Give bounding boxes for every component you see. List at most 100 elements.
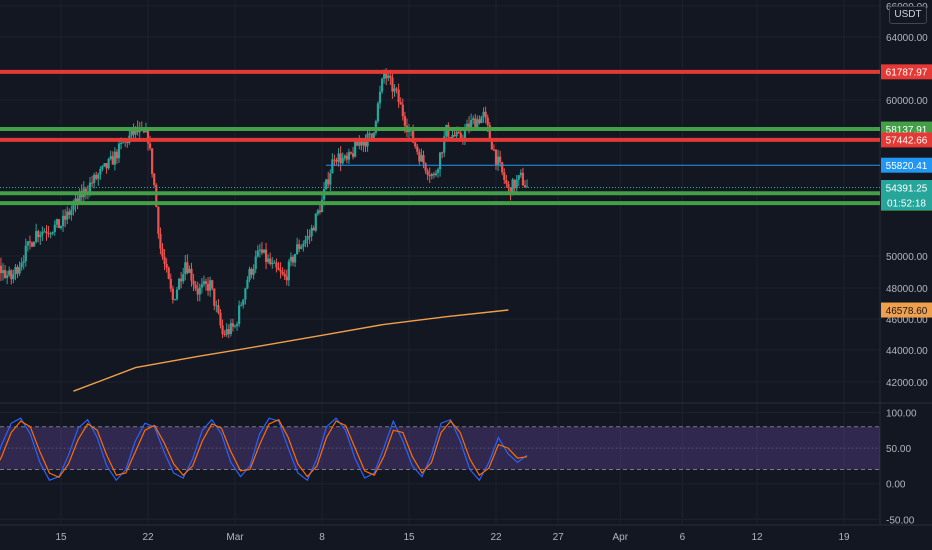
candle (407, 123, 411, 140)
candle-body (252, 269, 255, 275)
candle (246, 276, 249, 290)
candle-body (467, 123, 471, 129)
candle (111, 151, 114, 165)
candle (188, 265, 191, 274)
candle-body (507, 183, 510, 188)
candle-body (115, 151, 119, 159)
candle (349, 151, 353, 155)
time-tick-label: 22 (142, 532, 154, 543)
candle-body (157, 206, 160, 234)
candle (343, 154, 346, 161)
candle (78, 188, 81, 203)
candle (519, 169, 522, 178)
candle (523, 180, 527, 188)
candle (399, 97, 402, 105)
candle (318, 204, 322, 215)
time-tick-label: Mar (226, 532, 244, 543)
candle (302, 240, 305, 252)
candle (68, 208, 71, 219)
candle (432, 171, 435, 179)
candle (376, 101, 380, 124)
candle (441, 151, 444, 159)
candle-body (304, 239, 307, 244)
candle (190, 262, 193, 287)
grid-lines (0, 0, 880, 525)
candle-body (12, 274, 15, 280)
currency-badge[interactable]: USDT (889, 6, 927, 24)
candle-body (49, 233, 52, 235)
candle-body (111, 156, 114, 165)
candle-body (213, 288, 216, 306)
candle-body (403, 116, 406, 126)
candle (70, 205, 73, 221)
candle (64, 209, 67, 228)
candle-body (242, 299, 245, 305)
candle-body (248, 268, 251, 280)
candle-body (364, 141, 367, 147)
candle (175, 286, 179, 301)
candle-body (223, 333, 226, 335)
candle (304, 235, 307, 248)
candle (39, 231, 42, 245)
candle (364, 134, 367, 153)
candle (335, 157, 338, 165)
candle-body (362, 141, 365, 146)
candle-body (109, 156, 112, 160)
level-price-badge-text: 61787.97 (886, 68, 928, 79)
candle-body (470, 120, 473, 129)
candle-body (14, 266, 17, 275)
candle (240, 301, 243, 307)
candle (494, 149, 498, 171)
candle-body (420, 155, 423, 162)
candle (200, 277, 203, 294)
candle (99, 166, 102, 180)
candle (225, 323, 228, 338)
candle-body (231, 323, 235, 327)
candle (53, 220, 56, 236)
candle-body (312, 227, 315, 231)
candle (238, 300, 241, 328)
candle (333, 154, 336, 166)
candle (151, 148, 154, 178)
candle (499, 150, 502, 167)
candle-body (329, 173, 332, 185)
candle (153, 172, 156, 188)
candle-body (358, 141, 361, 146)
candle (337, 148, 340, 167)
candle-body (376, 103, 380, 122)
candle (10, 269, 13, 285)
candle-body (345, 155, 348, 160)
level-price-badge-bg (881, 132, 932, 148)
candle (401, 98, 404, 121)
candle-body (90, 182, 94, 184)
candle-body (428, 175, 431, 177)
candle-body (496, 156, 500, 165)
candle (233, 324, 237, 329)
candle-body (451, 134, 454, 138)
candle (242, 299, 245, 309)
candle (184, 254, 187, 281)
candle (289, 252, 293, 267)
candle-body (277, 267, 280, 271)
candle-body (238, 305, 241, 325)
candle-body (505, 179, 508, 184)
candle-body (383, 72, 386, 79)
time-tick-label: 15 (55, 532, 67, 543)
moving-average-line (73, 309, 509, 392)
candle (22, 255, 25, 270)
candle-body (93, 174, 96, 184)
candle-body (385, 72, 388, 79)
candle (298, 239, 301, 253)
candle (341, 152, 344, 165)
candle-body (306, 236, 309, 240)
candle-body (474, 118, 477, 128)
candle-body (16, 266, 19, 274)
candle (378, 85, 382, 109)
candle-body (519, 172, 522, 176)
candle (165, 258, 168, 273)
candle-body (273, 262, 276, 264)
candle-body (298, 244, 301, 249)
candle (287, 258, 290, 287)
candle-body (95, 174, 98, 179)
